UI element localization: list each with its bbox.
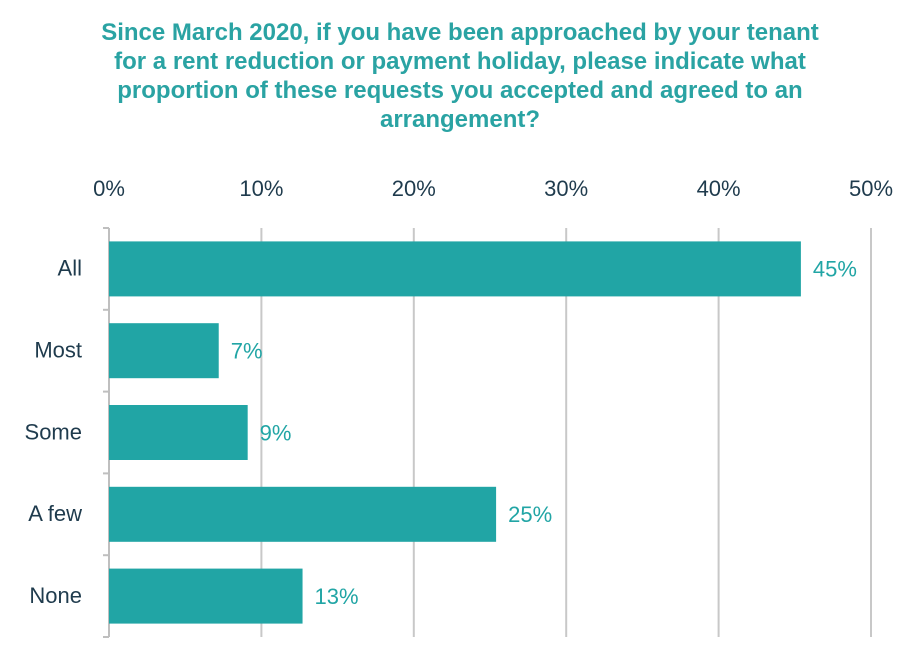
data-label: 45% [813, 257, 857, 282]
data-label: 9% [260, 420, 292, 445]
data-label: 25% [508, 502, 552, 527]
chart-title: Since March 2020, if you have been appro… [101, 19, 819, 133]
bar [109, 323, 219, 379]
y-tick-label: None [29, 583, 82, 608]
x-tick-label: 0% [93, 176, 125, 201]
y-tick-label: Some [25, 419, 82, 444]
x-tick-label: 30% [544, 176, 588, 201]
bar [109, 405, 248, 460]
bar [109, 241, 801, 297]
bar [109, 568, 303, 624]
x-tick-label: 50% [849, 176, 893, 201]
y-tick-label: A few [28, 501, 82, 526]
x-tick-label: 40% [697, 176, 741, 201]
data-label: 13% [315, 584, 359, 609]
bar [109, 486, 497, 542]
x-tick-label: 10% [239, 176, 283, 201]
data-label: 7% [231, 339, 263, 364]
y-tick-label: Most [34, 338, 82, 363]
y-tick-label: All [58, 256, 82, 281]
x-tick-label: 20% [392, 176, 436, 201]
